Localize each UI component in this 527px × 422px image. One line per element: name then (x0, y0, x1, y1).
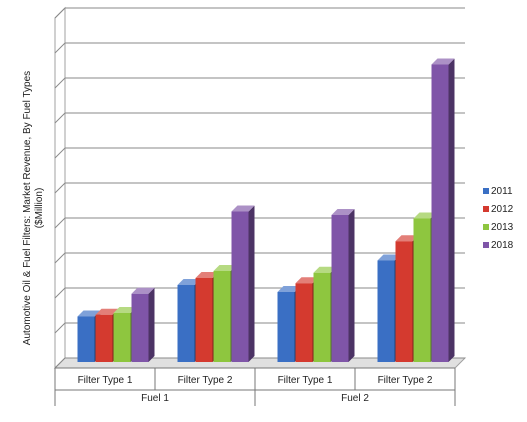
bar-top (95, 308, 119, 315)
bar (213, 271, 231, 362)
bar (131, 293, 149, 362)
bar (95, 314, 113, 362)
bar (113, 313, 131, 362)
bar-side (248, 205, 255, 362)
gridline-side (54, 147, 66, 159)
y-axis-title-line: ($Million) (34, 188, 45, 229)
gridline-side (54, 217, 66, 229)
bar (77, 316, 95, 362)
legend-label: 2011 (491, 186, 513, 197)
bar-side (448, 58, 455, 362)
x-tick-label: Filter Type 1 (78, 375, 133, 386)
bar (395, 241, 413, 362)
bar-top (113, 307, 137, 313)
bar (195, 278, 213, 362)
bar-top (313, 266, 337, 273)
gridline-side (54, 322, 66, 334)
y-axis-title: Automotive Oil & Fuel Filters: Market Re… (22, 71, 45, 345)
group-label: Fuel 2 (341, 393, 369, 404)
bar-top (77, 310, 101, 317)
bar (231, 211, 249, 362)
x-tick-label: Filter Type 2 (178, 375, 233, 386)
legend-swatch (483, 242, 489, 248)
gridline-side (54, 77, 66, 89)
bar-top (295, 277, 319, 284)
bar (177, 285, 195, 362)
bar (331, 215, 349, 362)
bar (377, 260, 395, 362)
gridline-side (54, 112, 66, 124)
gridline-side (54, 252, 66, 264)
gridline-side (54, 7, 66, 19)
bar-top (413, 212, 437, 219)
bar (413, 218, 431, 362)
bar (277, 292, 295, 362)
legend-swatch (483, 224, 489, 230)
legend-label: 2013 (491, 222, 514, 233)
bar (431, 64, 449, 362)
bar-top (277, 286, 301, 292)
bar-top (377, 254, 401, 261)
y-axis-title-line: Automotive Oil & Fuel Filters: Market Re… (22, 71, 33, 345)
bar-top (331, 209, 355, 215)
legend-swatch (483, 206, 489, 212)
legend-swatch (483, 188, 489, 194)
bar-top (131, 287, 155, 294)
bar-top (395, 235, 419, 242)
gridline-side (54, 42, 66, 54)
bar (295, 283, 313, 362)
bar-top (195, 272, 219, 278)
bar-top (177, 279, 201, 285)
legend-label: 2018 (491, 240, 514, 251)
x-tick-label: Filter Type 1 (278, 375, 333, 386)
bar (313, 272, 331, 362)
bar-side (348, 209, 355, 362)
bar-side (148, 287, 155, 362)
bar-top (213, 265, 237, 271)
gridline-side (54, 182, 66, 194)
x-tick-label: Filter Type 2 (378, 375, 433, 386)
bar-top (231, 205, 255, 212)
group-label: Fuel 1 (141, 393, 169, 404)
gridline-side (54, 357, 66, 369)
gridline-side (54, 287, 66, 299)
legend-label: 2012 (491, 204, 514, 215)
bar-top (431, 58, 455, 65)
